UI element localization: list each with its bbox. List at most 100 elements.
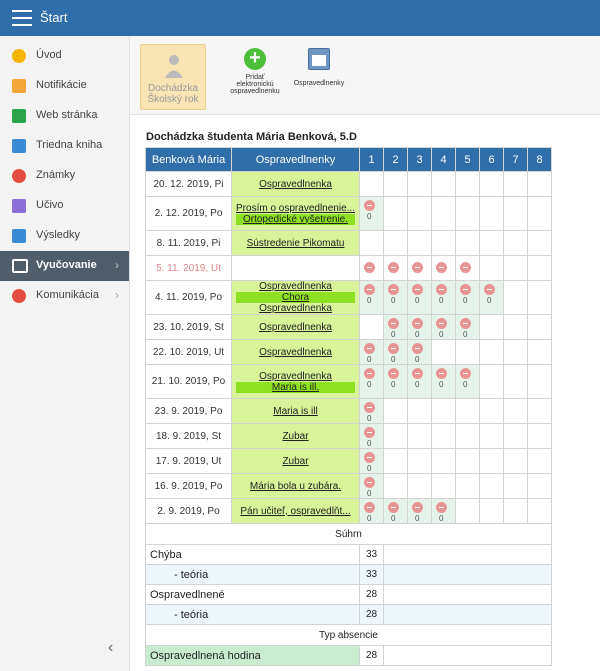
excuse-link[interactable]: Ospravedlnenka — [259, 281, 332, 293]
excuse-link[interactable]: Zubar — [282, 455, 309, 467]
lesson-cell[interactable]: 0 — [359, 364, 384, 399]
excuse-link[interactable]: Ospravedlnenka — [259, 178, 332, 190]
lesson-cell[interactable]: 0 — [383, 339, 408, 365]
lesson-cell[interactable] — [455, 423, 480, 449]
lesson-cell[interactable]: 0 — [431, 314, 456, 340]
lesson-cell[interactable] — [527, 364, 552, 399]
lesson-cell[interactable] — [383, 398, 408, 424]
sidebar-item-uivo[interactable]: Učivo — [0, 191, 129, 221]
lesson-cell[interactable] — [431, 196, 456, 231]
excuse-link[interactable]: Maria is ill. — [236, 381, 355, 393]
lesson-cell[interactable] — [383, 423, 408, 449]
lesson-cell[interactable] — [383, 473, 408, 499]
lesson-cell[interactable] — [455, 339, 480, 365]
lesson-cell[interactable] — [503, 364, 528, 399]
lesson-cell[interactable] — [431, 255, 456, 281]
lesson-cell[interactable]: 0 — [407, 280, 432, 315]
lesson-cell[interactable] — [527, 448, 552, 474]
lesson-cell[interactable]: 0 — [407, 498, 432, 524]
lesson-cell[interactable] — [503, 196, 528, 231]
lesson-cell[interactable] — [503, 230, 528, 256]
collapse-sidebar-icon[interactable]: ‹ — [108, 639, 114, 656]
lesson-cell[interactable] — [527, 314, 552, 340]
lesson-cell[interactable] — [455, 196, 480, 231]
sidebar-item-znmky[interactable]: Známky — [0, 161, 129, 191]
lesson-cell[interactable] — [503, 398, 528, 424]
excuse-link[interactable]: Maria is ill — [273, 405, 318, 417]
lesson-cell[interactable] — [407, 473, 432, 499]
lesson-cell[interactable]: 0 — [383, 498, 408, 524]
lesson-cell[interactable] — [479, 171, 504, 197]
lesson-cell[interactable]: 0 — [431, 280, 456, 315]
lesson-cell[interactable] — [527, 196, 552, 231]
lesson-cell[interactable]: 0 — [359, 339, 384, 365]
lesson-cell[interactable]: 0 — [455, 364, 480, 399]
lesson-cell[interactable] — [503, 423, 528, 449]
excuse-link[interactable]: Ospravedlnenka — [259, 321, 332, 333]
lesson-cell[interactable] — [407, 255, 432, 281]
excuse-link[interactable]: Zubar — [282, 430, 309, 442]
lesson-cell[interactable] — [479, 255, 504, 281]
lesson-cell[interactable] — [431, 398, 456, 424]
lesson-cell[interactable] — [479, 423, 504, 449]
lesson-cell[interactable] — [503, 498, 528, 524]
lesson-cell[interactable]: 0 — [359, 280, 384, 315]
excuse-link[interactable]: Mária bola u zubára. — [249, 480, 342, 492]
excuse-link[interactable]: Sústredenie Pikomatu — [246, 237, 345, 249]
lesson-cell[interactable] — [383, 448, 408, 474]
lesson-cell[interactable] — [455, 473, 480, 499]
lesson-cell[interactable] — [479, 196, 504, 231]
menu-icon[interactable] — [12, 10, 32, 26]
lesson-cell[interactable] — [527, 423, 552, 449]
lesson-cell[interactable] — [503, 448, 528, 474]
lesson-cell[interactable] — [407, 398, 432, 424]
lesson-cell[interactable] — [431, 473, 456, 499]
lesson-cell[interactable] — [383, 196, 408, 231]
lesson-cell[interactable] — [479, 473, 504, 499]
lesson-cell[interactable] — [503, 339, 528, 365]
excuse-link[interactable]: Prosím o ospravedlnenie... — [236, 202, 355, 214]
lesson-cell[interactable] — [455, 398, 480, 424]
excuses-button[interactable]: Ospravedlnenky — [286, 44, 352, 87]
lesson-cell[interactable] — [455, 171, 480, 197]
lesson-cell[interactable] — [527, 398, 552, 424]
lesson-cell[interactable] — [503, 280, 528, 315]
lesson-cell[interactable] — [527, 280, 552, 315]
lesson-cell[interactable] — [383, 171, 408, 197]
lesson-cell[interactable] — [407, 423, 432, 449]
excuse-link[interactable]: Chora — [236, 292, 355, 303]
lesson-cell[interactable] — [431, 339, 456, 365]
lesson-cell[interactable] — [503, 171, 528, 197]
lesson-cell[interactable]: 0 — [455, 314, 480, 340]
excuse-link[interactable]: Pán učiteľ, ospravedlňt... — [240, 505, 351, 517]
lesson-cell[interactable] — [503, 255, 528, 281]
excuse-link[interactable]: Ospravedlnenka — [259, 370, 332, 382]
lesson-cell[interactable] — [455, 498, 480, 524]
sidebar-item-vsledky[interactable]: Výsledky — [0, 221, 129, 251]
lesson-cell[interactable]: 0 — [407, 364, 432, 399]
add-excuse-button[interactable]: + Pridať elektronickú ospravedlnenku — [226, 44, 284, 96]
excuse-link[interactable]: Ortopedické vyšetrenie. — [236, 213, 355, 225]
lesson-cell[interactable] — [383, 230, 408, 256]
lesson-cell[interactable]: 0 — [383, 314, 408, 340]
lesson-cell[interactable]: 0 — [359, 398, 384, 424]
lesson-cell[interactable]: 0 — [407, 314, 432, 340]
lesson-cell[interactable] — [527, 473, 552, 499]
lesson-cell[interactable]: 0 — [359, 448, 384, 474]
lesson-cell[interactable] — [479, 339, 504, 365]
excuse-link[interactable]: Ospravedlnenka — [259, 346, 332, 358]
lesson-cell[interactable] — [527, 255, 552, 281]
lesson-cell[interactable] — [479, 398, 504, 424]
lesson-cell[interactable]: 0 — [431, 364, 456, 399]
lesson-cell[interactable] — [431, 171, 456, 197]
lesson-cell[interactable] — [503, 314, 528, 340]
lesson-cell[interactable] — [527, 339, 552, 365]
lesson-cell[interactable] — [359, 255, 384, 281]
sidebar-item-webstrnka[interactable]: Web stránka — [0, 101, 129, 131]
lesson-cell[interactable] — [479, 364, 504, 399]
lesson-cell[interactable]: 0 — [359, 423, 384, 449]
lesson-cell[interactable] — [431, 448, 456, 474]
lesson-cell[interactable] — [455, 448, 480, 474]
lesson-cell[interactable]: 0 — [479, 280, 504, 315]
lesson-cell[interactable] — [407, 171, 432, 197]
